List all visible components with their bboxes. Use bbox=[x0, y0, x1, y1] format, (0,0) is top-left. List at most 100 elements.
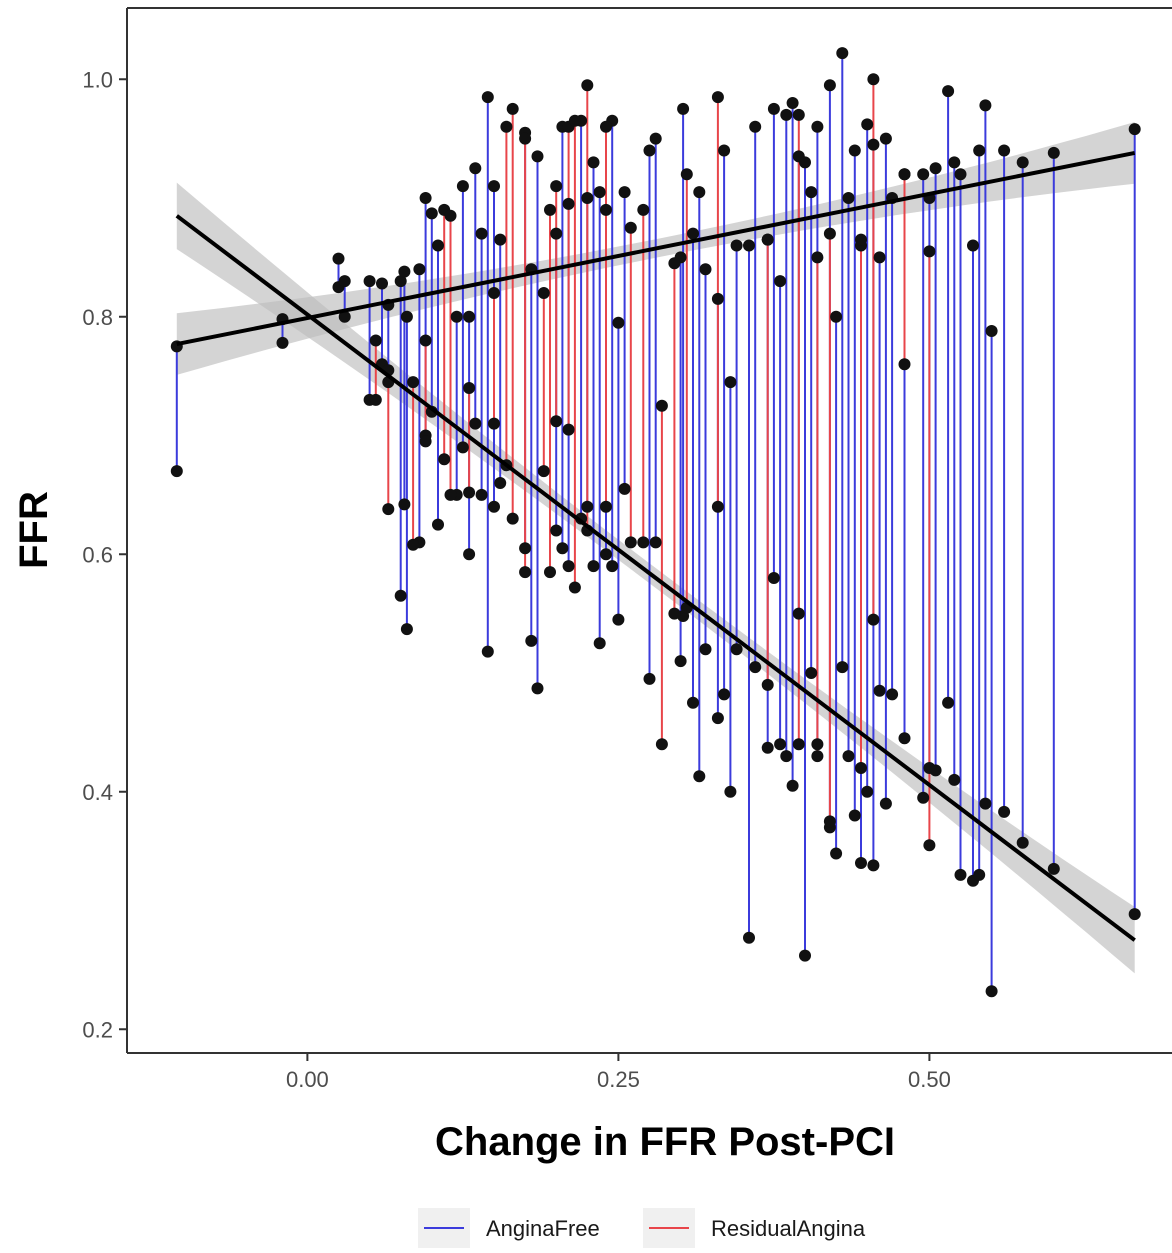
fit-line-0 bbox=[175, 214, 1136, 942]
y-tick-label: 0.4 bbox=[82, 780, 113, 805]
point-residualangina-16-post bbox=[581, 79, 594, 92]
point-anginafree-23-pre bbox=[525, 634, 538, 647]
point-anginafree-81-pre bbox=[1016, 836, 1029, 849]
point-residualangina-23-post bbox=[711, 91, 724, 104]
point-anginafree-3-post bbox=[338, 275, 351, 288]
point-anginafree-13-post bbox=[432, 239, 444, 252]
point-anginafree-74-pre bbox=[948, 773, 961, 786]
y-tick-label: 0.2 bbox=[82, 1017, 113, 1042]
point-residualangina-10-pre bbox=[519, 566, 532, 579]
point-anginafree-76-post bbox=[967, 239, 979, 252]
point-anginafree-19-post bbox=[481, 91, 494, 104]
x-tick-label: 0.25 bbox=[597, 1067, 640, 1092]
y-axis-title: FFR bbox=[12, 491, 56, 569]
point-residualangina-15-post bbox=[568, 114, 581, 127]
point-residualangina-1-pre bbox=[382, 503, 395, 516]
point-anginafree-42-pre bbox=[699, 643, 712, 656]
point-anginafree-37-pre bbox=[649, 536, 662, 549]
point-anginafree-7-post bbox=[394, 275, 407, 288]
point-anginafree-72-post bbox=[929, 162, 942, 175]
point-residualangina-24-pre bbox=[761, 678, 774, 691]
point-residualangina-4-pre bbox=[438, 453, 451, 466]
point-anginafree-74-post bbox=[948, 156, 961, 169]
point-residualangina-9-post bbox=[506, 102, 519, 115]
point-anginafree-33-pre bbox=[606, 560, 619, 573]
point-residualangina-28-pre bbox=[855, 762, 867, 774]
point-anginafree-73-post bbox=[942, 85, 955, 98]
point-residualangina-27-pre bbox=[823, 815, 836, 828]
point-anginafree-1-pre bbox=[276, 336, 289, 349]
point-anginafree-18-pre bbox=[475, 488, 488, 501]
y-tick-label: 1.0 bbox=[82, 67, 113, 92]
point-anginafree-81-post bbox=[1016, 156, 1029, 169]
point-anginafree-56-post bbox=[805, 186, 818, 199]
point-anginafree-18-post bbox=[475, 227, 488, 240]
point-residualangina-2-post bbox=[407, 376, 420, 389]
x-ticks: 0.00 0.25 0.50 bbox=[286, 1053, 951, 1092]
point-anginafree-78-post bbox=[979, 99, 992, 112]
point-anginafree-31-post bbox=[593, 186, 606, 199]
fit-line-layer bbox=[175, 150, 1136, 942]
y-tick-label: 0.8 bbox=[82, 305, 113, 330]
point-anginafree-31-pre bbox=[593, 637, 606, 650]
point-anginafree-69-pre bbox=[898, 732, 911, 745]
point-residualangina-31-pre bbox=[923, 839, 936, 852]
point-anginafree-59-post bbox=[830, 310, 843, 323]
point-anginafree-20-post bbox=[488, 180, 500, 193]
point-anginafree-45-post bbox=[724, 376, 737, 389]
point-anginafree-16-post bbox=[463, 310, 476, 323]
point-anginafree-35-post bbox=[618, 186, 631, 199]
legend-label-residualangina: ResidualAngina bbox=[711, 1216, 866, 1241]
point-anginafree-67-post bbox=[879, 132, 892, 145]
point-residualangina-7-pre bbox=[488, 417, 500, 430]
point-anginafree-24-pre bbox=[531, 682, 544, 695]
point-anginafree-75-pre bbox=[954, 868, 967, 881]
point-anginafree-41-post bbox=[693, 186, 706, 199]
point-residualangina-31-post bbox=[923, 245, 936, 258]
point-residualangina-29-post bbox=[867, 73, 880, 86]
point-anginafree-12-post bbox=[425, 207, 438, 220]
legend-label-anginafree: AnginaFree bbox=[486, 1216, 600, 1241]
point-residualangina-3-post bbox=[419, 334, 432, 347]
point-residualangina-17-post bbox=[600, 120, 612, 133]
point-anginafree-8-post bbox=[398, 265, 411, 278]
point-anginafree-7-pre bbox=[394, 589, 407, 602]
point-anginafree-53-post bbox=[786, 97, 799, 109]
point-anginafree-36-pre bbox=[643, 672, 656, 685]
point-residualangina-20-pre bbox=[655, 738, 668, 751]
point-anginafree-64-post bbox=[861, 118, 874, 131]
point-anginafree-19-pre bbox=[481, 645, 494, 658]
point-residualangina-6-pre bbox=[463, 486, 476, 499]
point-anginafree-82-post bbox=[1047, 146, 1060, 159]
point-anginafree-21-post bbox=[494, 233, 507, 246]
point-anginafree-79-pre bbox=[985, 985, 998, 998]
point-residualangina-12-pre bbox=[544, 566, 556, 579]
point-anginafree-67-pre bbox=[879, 797, 892, 810]
point-residualangina-13-pre bbox=[550, 415, 563, 428]
point-anginafree-17-post bbox=[469, 162, 482, 175]
point-residualangina-5-pre bbox=[444, 488, 457, 501]
point-anginafree-34-pre bbox=[612, 613, 625, 626]
point-anginafree-36-post bbox=[643, 144, 656, 157]
point-anginafree-14-post bbox=[450, 310, 463, 323]
point-residualangina-6-post bbox=[463, 382, 476, 394]
point-anginafree-66-pre bbox=[873, 684, 886, 697]
point-anginafree-24-post bbox=[531, 150, 544, 163]
point-anginafree-65-pre bbox=[867, 859, 880, 872]
point-anginafree-83-pre bbox=[1128, 908, 1141, 921]
x-tick-label: 0.50 bbox=[908, 1067, 951, 1092]
point-anginafree-43-pre bbox=[711, 712, 724, 725]
point-residualangina-12-post bbox=[544, 203, 556, 216]
point-anginafree-11-post bbox=[419, 192, 432, 204]
point-anginafree-16-pre bbox=[463, 548, 476, 561]
point-anginafree-21-pre bbox=[494, 477, 507, 489]
point-anginafree-72-pre bbox=[929, 764, 942, 777]
point-residualangina-22-post bbox=[680, 168, 693, 181]
legend: AnginaFree ResidualAngina bbox=[418, 1208, 866, 1248]
point-residualangina-9-pre bbox=[506, 512, 519, 525]
point-residualangina-13-post bbox=[550, 180, 563, 193]
point-residualangina-11-post bbox=[537, 287, 550, 299]
point-anginafree-30-post bbox=[587, 156, 600, 169]
point-residualangina-28-post bbox=[855, 233, 867, 246]
point-anginafree-35-pre bbox=[618, 482, 631, 495]
